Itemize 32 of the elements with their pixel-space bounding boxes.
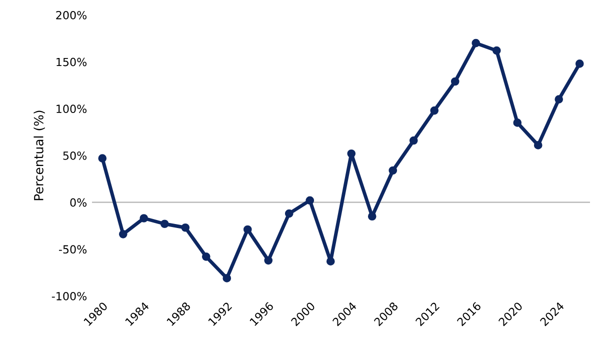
point	[326, 257, 335, 266]
point	[160, 220, 169, 228]
point	[575, 60, 584, 68]
point	[388, 166, 398, 175]
point	[430, 106, 439, 115]
point	[118, 230, 128, 238]
y-tick-label: 0%	[70, 198, 87, 207]
point	[306, 196, 314, 205]
y-tick-label: -50%	[58, 245, 87, 254]
y-tick-label: 200%	[56, 10, 87, 20]
point	[450, 77, 460, 86]
point	[347, 149, 356, 158]
point	[554, 95, 564, 104]
y-tick-label: 50%	[63, 151, 87, 160]
point	[534, 141, 542, 150]
y-tick-label: 100%	[56, 104, 87, 114]
point	[409, 136, 418, 145]
point	[513, 118, 522, 127]
point	[368, 212, 376, 221]
point	[264, 256, 273, 265]
y-axis-title: Percentual (%)	[34, 110, 45, 200]
y-tick-label: 150%	[56, 58, 87, 66]
point	[472, 38, 480, 48]
y-tick-label: -100%	[52, 292, 87, 300]
point	[202, 252, 210, 261]
point	[284, 209, 294, 218]
point	[222, 274, 232, 282]
point	[243, 225, 252, 234]
point	[140, 214, 148, 222]
point	[492, 46, 501, 55]
point	[98, 154, 107, 162]
point	[181, 223, 190, 232]
